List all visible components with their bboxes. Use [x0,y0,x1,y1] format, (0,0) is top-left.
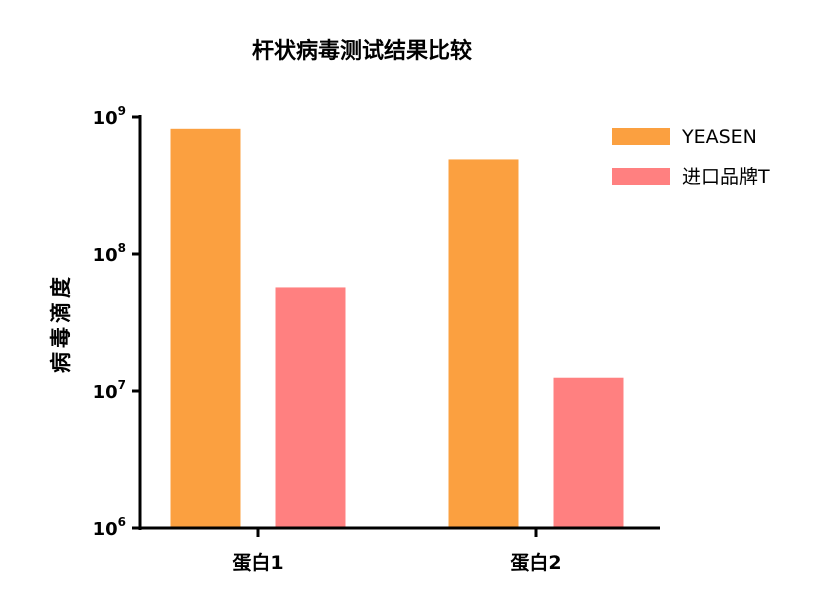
legend: YEASEN 进口品牌T [612,126,770,188]
bar-2-1 [275,287,346,528]
bars-layer [170,128,624,529]
x-tick-label: 蛋白2 [510,551,561,574]
y-tick-label: 106 [93,515,126,540]
legend-swatch [612,168,670,185]
y-axis-label: 病毒滴度 [49,273,73,373]
legend-swatch [612,128,670,145]
y-tick-label: 108 [93,241,126,266]
axes-layer: 106 107 108 109 蛋白1 蛋白2 [93,104,660,574]
y-tick-label: 107 [93,378,126,403]
chart-title: 杆状病毒测试结果比较 [252,38,472,64]
bar-1-2 [448,159,519,529]
legend-label: 进口品牌T [682,166,770,188]
x-tick-label: 蛋白1 [232,551,283,574]
bar-1-1 [170,128,241,528]
bar-2-2 [553,377,624,528]
y-tick-label: 109 [93,104,126,129]
legend-label: YEASEN [681,126,757,148]
